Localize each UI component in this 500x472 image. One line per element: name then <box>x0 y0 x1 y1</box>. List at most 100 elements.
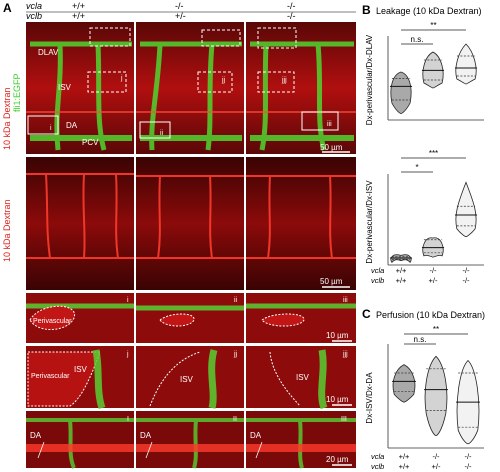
panel-a-label: A <box>3 1 12 15</box>
row5-da-pointer-1 <box>37 441 45 459</box>
violin-2 <box>424 355 448 436</box>
row5-label-III: III <box>341 416 347 423</box>
row3-perivascular-outline-1 <box>29 305 75 330</box>
panel-b-vcla-1: +/+ <box>396 266 407 275</box>
row5-da-pointer-2 <box>145 441 153 459</box>
panel-c-vclb-2: +/- <box>432 462 441 471</box>
row1-box-label-j: j <box>120 75 123 82</box>
header-vcla-label: vcla <box>26 1 42 11</box>
row1-box-label-iii: iii <box>327 121 332 128</box>
row1-label-pcv: PCV <box>82 138 99 147</box>
row4-image-2 <box>136 346 244 408</box>
panel-b-vclb-2: +/- <box>429 276 438 285</box>
header-col3-vclb: -/- <box>287 11 296 21</box>
row3-label-iii: iii <box>343 297 348 304</box>
violin-1 <box>390 71 412 115</box>
chart-leakage-dlav: Dx-perivascular/Dx-DLAV n.s. ** <box>365 21 484 125</box>
panel-b-vclb-3: -/- <box>462 276 470 285</box>
row5-da-pointer-3 <box>255 441 263 459</box>
header-col2-vcla: -/- <box>175 1 184 11</box>
panel-c-vclb-3: -/- <box>464 462 472 471</box>
header-col1-vclb: +/+ <box>72 11 85 21</box>
row4-scale-label: 10 µm <box>326 395 349 404</box>
panel-c-vcla-1: +/+ <box>399 452 410 461</box>
y-axis-label: Dx-perivascular/Dx-DLAV <box>365 34 374 125</box>
row4-isv-label-3: ISV <box>296 373 310 382</box>
row5-da-label-1: DA <box>30 431 42 440</box>
row4-images: Perivascular ISV ISV ISV j jj jjj 10 µm <box>26 346 356 410</box>
panel-b-vcla-2: -/- <box>429 266 437 275</box>
header-col3-vcla: -/- <box>287 1 296 11</box>
panel-c-genotype-labels: vcla vclb +/+ -/- -/- +/+ +/- -/- <box>371 452 472 471</box>
row5-images: DA DA DA I II III 20 µm <box>26 411 356 469</box>
row1-box-label-jjj: jjj <box>281 77 287 84</box>
row4-image-3 <box>246 346 356 408</box>
row4-perivascular-label: Perivascular <box>31 373 70 380</box>
violin-1 <box>392 364 416 403</box>
row2-image-1 <box>26 157 134 290</box>
panel-c-vclb-label: vclb <box>371 462 384 471</box>
header-vclb-label: vclb <box>26 11 42 21</box>
chart-leakage-isv: Dx-perivascular/Dx-ISV**** <box>365 149 484 266</box>
panel-b-vclb-1: +/+ <box>396 276 407 285</box>
row3-scale-label: 10 µm <box>326 331 349 340</box>
row2-images: 50 µm <box>26 157 356 290</box>
row1-label-da: DA <box>66 121 78 130</box>
row1-box-label-i: i <box>50 125 52 132</box>
row4-isv-label-1: ISV <box>74 365 88 374</box>
panel-c-vcla-2: -/- <box>432 452 440 461</box>
panel-b-genotype-labels: vcla vclb +/+ -/- -/- +/+ +/- -/- <box>371 266 470 285</box>
panel-c-vcla-3: -/- <box>464 452 472 461</box>
panel-b-label: B <box>362 3 371 17</box>
row2-image-2 <box>136 157 244 290</box>
row3-perivascular-outline-2 <box>159 313 195 327</box>
panel-c-label: C <box>362 307 371 321</box>
row3-label-i: i <box>127 297 129 304</box>
row2-side-label-dextran: 10 kDa Dextran <box>2 199 12 262</box>
row2-scale-label: 50 µm <box>320 277 343 286</box>
row3-images: Perivascular i ii iii 10 µm <box>26 293 356 343</box>
panel-b-title: Leakage (10 kDa Dextran) <box>376 6 482 16</box>
row1-label-isv: ISV <box>58 83 72 92</box>
row5-scale-label: 20 µm <box>326 455 349 464</box>
significance-label-2: ** <box>430 21 436 30</box>
chart-perfusion: Dx-ISV/Dx-DA n.s. ** <box>365 325 484 449</box>
row1-box-label-ii: ii <box>160 130 164 137</box>
panel-c-title: Perfusion (10 kDa Dextran) <box>376 310 485 320</box>
row4-perivascular-outline-2 <box>149 351 201 407</box>
header-col2-vclb: +/- <box>175 11 186 21</box>
row1-images: DLAV ISV DA PCV i j ii jj iii jjj 50 µm <box>26 22 356 154</box>
row5-label-II: II <box>233 416 237 423</box>
row3-perivascular-label: Perivascular <box>33 318 72 325</box>
row3-label-ii: ii <box>234 297 238 304</box>
significance-label-2: ** <box>433 325 439 334</box>
panel-b-vcla-3: -/- <box>462 266 470 275</box>
panel-c-vclb-1: +/+ <box>399 462 410 471</box>
row1-box-label-jj: jj <box>221 77 226 84</box>
row1-side-label-dextran: 10 kDa Dextran <box>2 87 12 150</box>
row1-scale-label: 50 µm <box>320 143 343 152</box>
row4-label-j: j <box>126 351 129 358</box>
panel-c-vcla-label: vcla <box>371 452 384 461</box>
panel-b-vclb-label: vclb <box>371 276 384 285</box>
row1-side-label-egfp: fli1:EGFP <box>12 73 22 112</box>
significance-label-2: *** <box>429 149 438 158</box>
significance-label-1: n.s. <box>414 335 427 344</box>
row3-perivascular-outline-3 <box>261 313 305 327</box>
row2-image-3 <box>246 157 356 290</box>
significance-label-1: n.s. <box>411 35 424 44</box>
y-axis-label: Dx-ISV/Dx-DA <box>365 372 374 424</box>
y-axis-label: Dx-perivascular/Dx-ISV <box>365 180 374 264</box>
violin-3 <box>455 181 477 238</box>
row4-isv-label-2: ISV <box>180 375 194 384</box>
significance-label-1: * <box>415 163 418 172</box>
violin-3 <box>455 43 477 85</box>
row5-da-label-3: DA <box>250 431 262 440</box>
panel-b-vcla-label: vcla <box>371 266 384 275</box>
row4-label-jj: jj <box>233 351 238 358</box>
row5-label-I: I <box>127 416 129 423</box>
row1-label-dlav: DLAV <box>38 48 59 57</box>
header-col1-vcla: +/+ <box>72 1 85 11</box>
row4-label-jjj: jjj <box>342 351 348 358</box>
